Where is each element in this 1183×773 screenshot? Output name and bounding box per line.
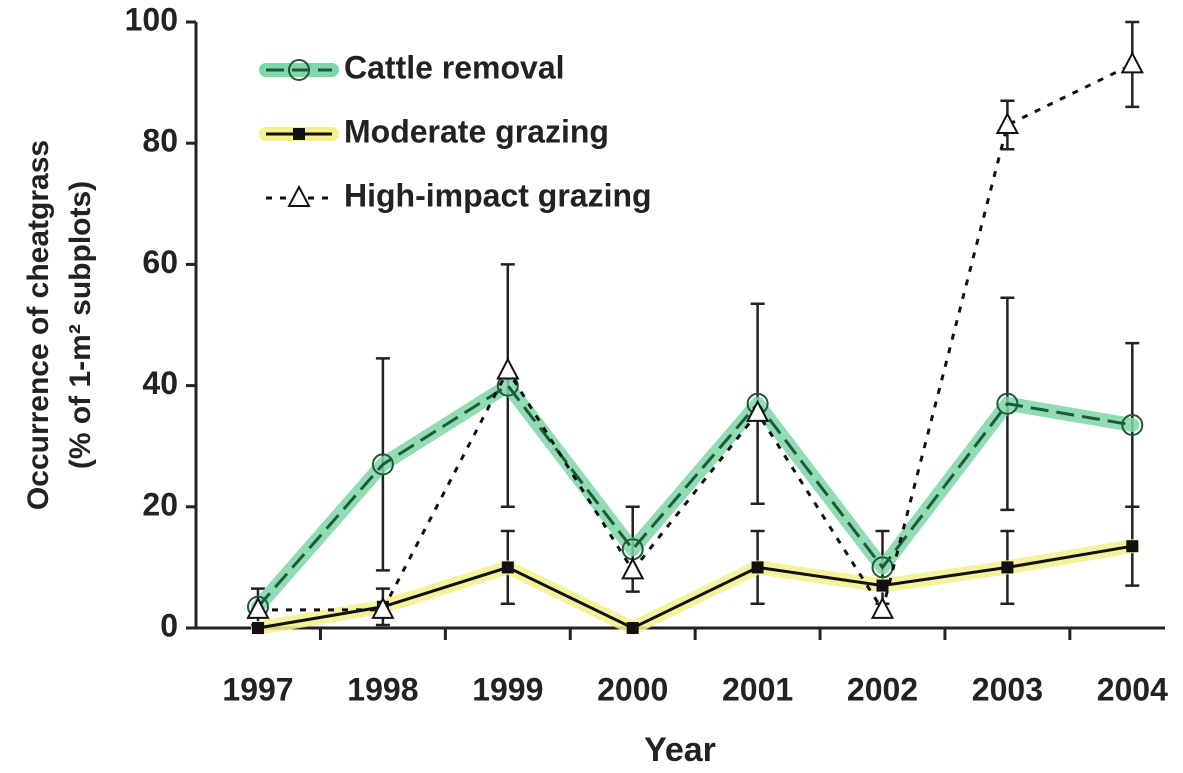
data-marker	[626, 622, 639, 634]
data-marker	[252, 622, 264, 634]
data-marker	[496, 357, 520, 380]
y-tick-label: 60	[142, 244, 178, 280]
data-marker	[995, 111, 1020, 135]
x-tick-label: 1997	[222, 671, 293, 707]
y-axis-label: Occurrence of cheatgrass	[22, 140, 55, 510]
x-axis-label: Year	[644, 731, 716, 769]
legend-marker	[293, 128, 305, 140]
y-tick-label: 40	[142, 365, 178, 401]
x-tick-label: 2000	[597, 671, 668, 707]
series-line	[257, 544, 1133, 630]
legend-label: Cattle removal	[344, 49, 565, 85]
data-marker	[870, 596, 895, 619]
y-tick-label: 0	[160, 607, 178, 643]
x-tick-label: 2001	[722, 671, 793, 707]
data-marker	[621, 557, 645, 580]
data-marker	[1120, 51, 1144, 74]
legend-label: High-impact grazing	[344, 177, 652, 213]
data-marker	[996, 392, 1019, 415]
data-marker	[501, 561, 514, 574]
data-marker	[1001, 561, 1014, 574]
x-tick-label: 2004	[1097, 671, 1168, 707]
x-tick-label: 1999	[472, 671, 543, 707]
y-tick-label: 20	[142, 486, 178, 522]
data-marker	[371, 596, 395, 619]
legend-label: Moderate grazing	[344, 113, 609, 149]
data-marker	[745, 399, 770, 422]
legend-marker	[288, 59, 310, 81]
x-tick-label: 2003	[972, 671, 1043, 707]
data-marker	[371, 453, 394, 476]
data-marker	[1121, 413, 1144, 436]
series-line	[256, 383, 1133, 608]
x-tick-label: 1998	[347, 671, 418, 707]
data-marker	[246, 596, 270, 619]
y-tick-label: 80	[142, 123, 178, 159]
series-line	[258, 63, 1133, 614]
data-marker	[876, 579, 889, 592]
y-axis-label: (% of 1-m² subplots)	[64, 181, 97, 469]
data-marker	[1126, 540, 1139, 553]
y-tick-label: 100	[125, 1, 178, 37]
x-tick-label: 2002	[847, 671, 918, 707]
legend-marker	[287, 184, 311, 207]
data-marker	[751, 561, 764, 574]
